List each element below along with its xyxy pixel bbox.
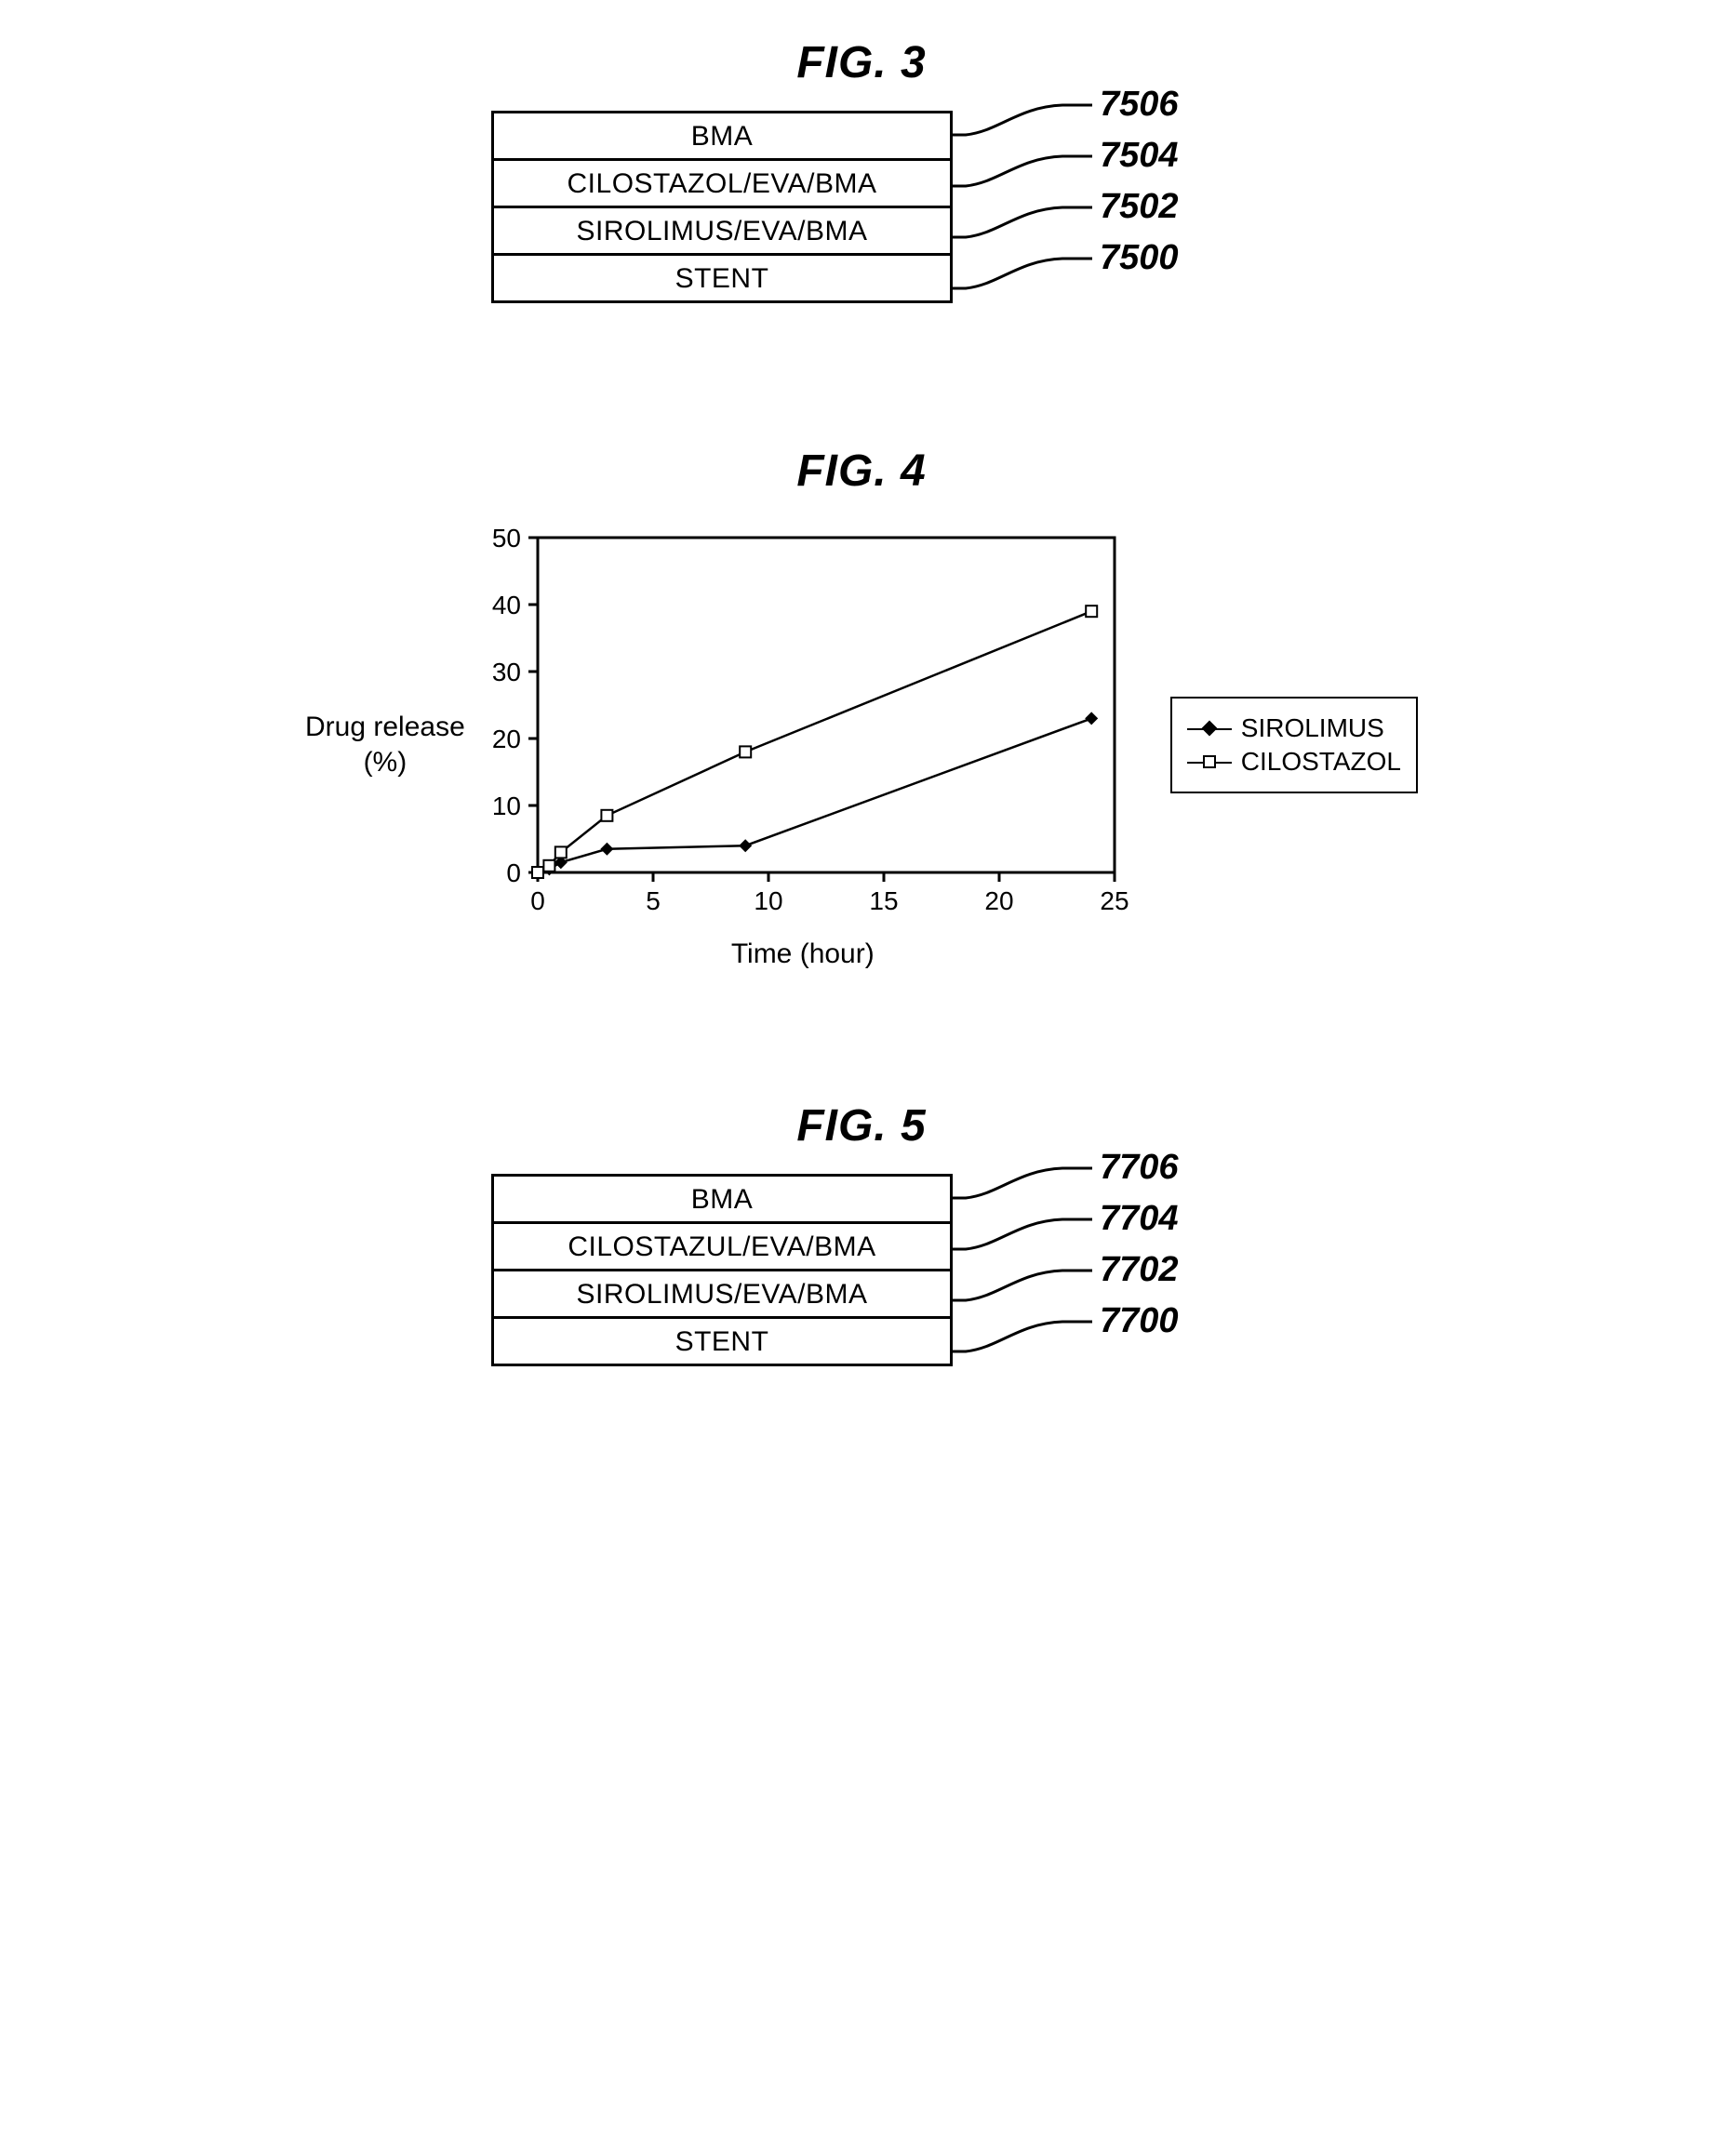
svg-text:25: 25 xyxy=(1100,886,1129,915)
svg-text:20: 20 xyxy=(984,886,1013,915)
fig3-layer-1: CILOSTAZOL/EVA/BMA xyxy=(494,161,950,208)
fig5-title: FIG. 5 xyxy=(56,1100,1667,1151)
fig4-legend-item-0: SIROLIMUS xyxy=(1187,713,1401,743)
fig5-layer-1: CILOSTAZUL/EVA/BMA xyxy=(494,1224,950,1271)
fig4-chart-svg: 0 10 20 30 40 50 0 5 10 15 20 25 xyxy=(473,519,1133,928)
svg-text:10: 10 xyxy=(754,886,782,915)
svg-text:10: 10 xyxy=(492,792,521,820)
svg-text:50: 50 xyxy=(492,524,521,552)
fig3-stack-wrap: BMA CILOSTAZOL/EVA/BMA SIROLIMUS/EVA/BMA… xyxy=(56,111,1667,315)
fig3-layer-2: SIROLIMUS/EVA/BMA xyxy=(494,208,950,256)
fig5-layer-0: BMA xyxy=(494,1177,950,1224)
callout-ref: 7502 xyxy=(1100,187,1179,227)
fig5-layer-3: STENT xyxy=(494,1319,950,1366)
callout-ref: 7506 xyxy=(1100,85,1179,125)
fig5-callouts: 7706770477027700 xyxy=(953,1174,1232,1378)
fig4-legend-label-1: CILOSTAZOL xyxy=(1241,747,1401,777)
svg-text:40: 40 xyxy=(492,591,521,619)
fig4-plot-container: 0 10 20 30 40 50 0 5 10 15 20 25 Time (hour) xyxy=(473,519,1133,970)
fig3-layer-0: BMA xyxy=(494,113,950,161)
fig5-layer-2: SIROLIMUS/EVA/BMA xyxy=(494,1271,950,1319)
callout-ref: 7702 xyxy=(1100,1250,1179,1290)
diamond-marker-icon xyxy=(1187,719,1232,738)
square-marker-icon xyxy=(1187,752,1232,771)
svg-text:0: 0 xyxy=(530,886,545,915)
callout-ref: 7700 xyxy=(1100,1301,1179,1341)
fig4-legend-label-0: SIROLIMUS xyxy=(1241,713,1384,743)
figure-4: FIG. 4 Drug release (%) 0 10 20 30 40 50 0 5 10 1… xyxy=(56,446,1667,970)
callout-ref: 7504 xyxy=(1100,136,1179,176)
fig3-callouts: 7506750475027500 xyxy=(953,111,1232,315)
callout-ref: 7704 xyxy=(1100,1199,1179,1239)
fig3-title: FIG. 3 xyxy=(56,37,1667,88)
fig4-ylabel-line2: (%) xyxy=(364,747,407,778)
svg-text:5: 5 xyxy=(646,886,661,915)
fig5-stack-wrap: BMA CILOSTAZUL/EVA/BMA SIROLIMUS/EVA/BMA… xyxy=(56,1174,1667,1378)
svg-text:20: 20 xyxy=(492,725,521,753)
fig5-stack: BMA CILOSTAZUL/EVA/BMA SIROLIMUS/EVA/BMA… xyxy=(491,1174,953,1366)
figure-3: FIG. 3 BMA CILOSTAZOL/EVA/BMA SIROLIMUS/… xyxy=(56,37,1667,315)
fig4-title: FIG. 4 xyxy=(56,446,1667,497)
fig4-xlabel: Time (hour) xyxy=(473,938,1133,970)
fig4-ylabel: Drug release (%) xyxy=(305,710,465,779)
callout-ref: 7500 xyxy=(1100,238,1179,278)
fig4-legend-item-1: CILOSTAZOL xyxy=(1187,747,1401,777)
svg-text:15: 15 xyxy=(869,886,898,915)
fig4-legend: SIROLIMUS CILOSTAZOL xyxy=(1170,697,1418,793)
fig3-stack: BMA CILOSTAZOL/EVA/BMA SIROLIMUS/EVA/BMA… xyxy=(491,111,953,303)
fig3-layer-3: STENT xyxy=(494,256,950,303)
svg-text:30: 30 xyxy=(492,658,521,686)
svg-text:0: 0 xyxy=(506,858,521,887)
fig4-ylabel-line1: Drug release xyxy=(305,712,465,742)
callout-ref: 7706 xyxy=(1100,1148,1179,1188)
figure-5: FIG. 5 BMA CILOSTAZUL/EVA/BMA SIROLIMUS/… xyxy=(56,1100,1667,1378)
